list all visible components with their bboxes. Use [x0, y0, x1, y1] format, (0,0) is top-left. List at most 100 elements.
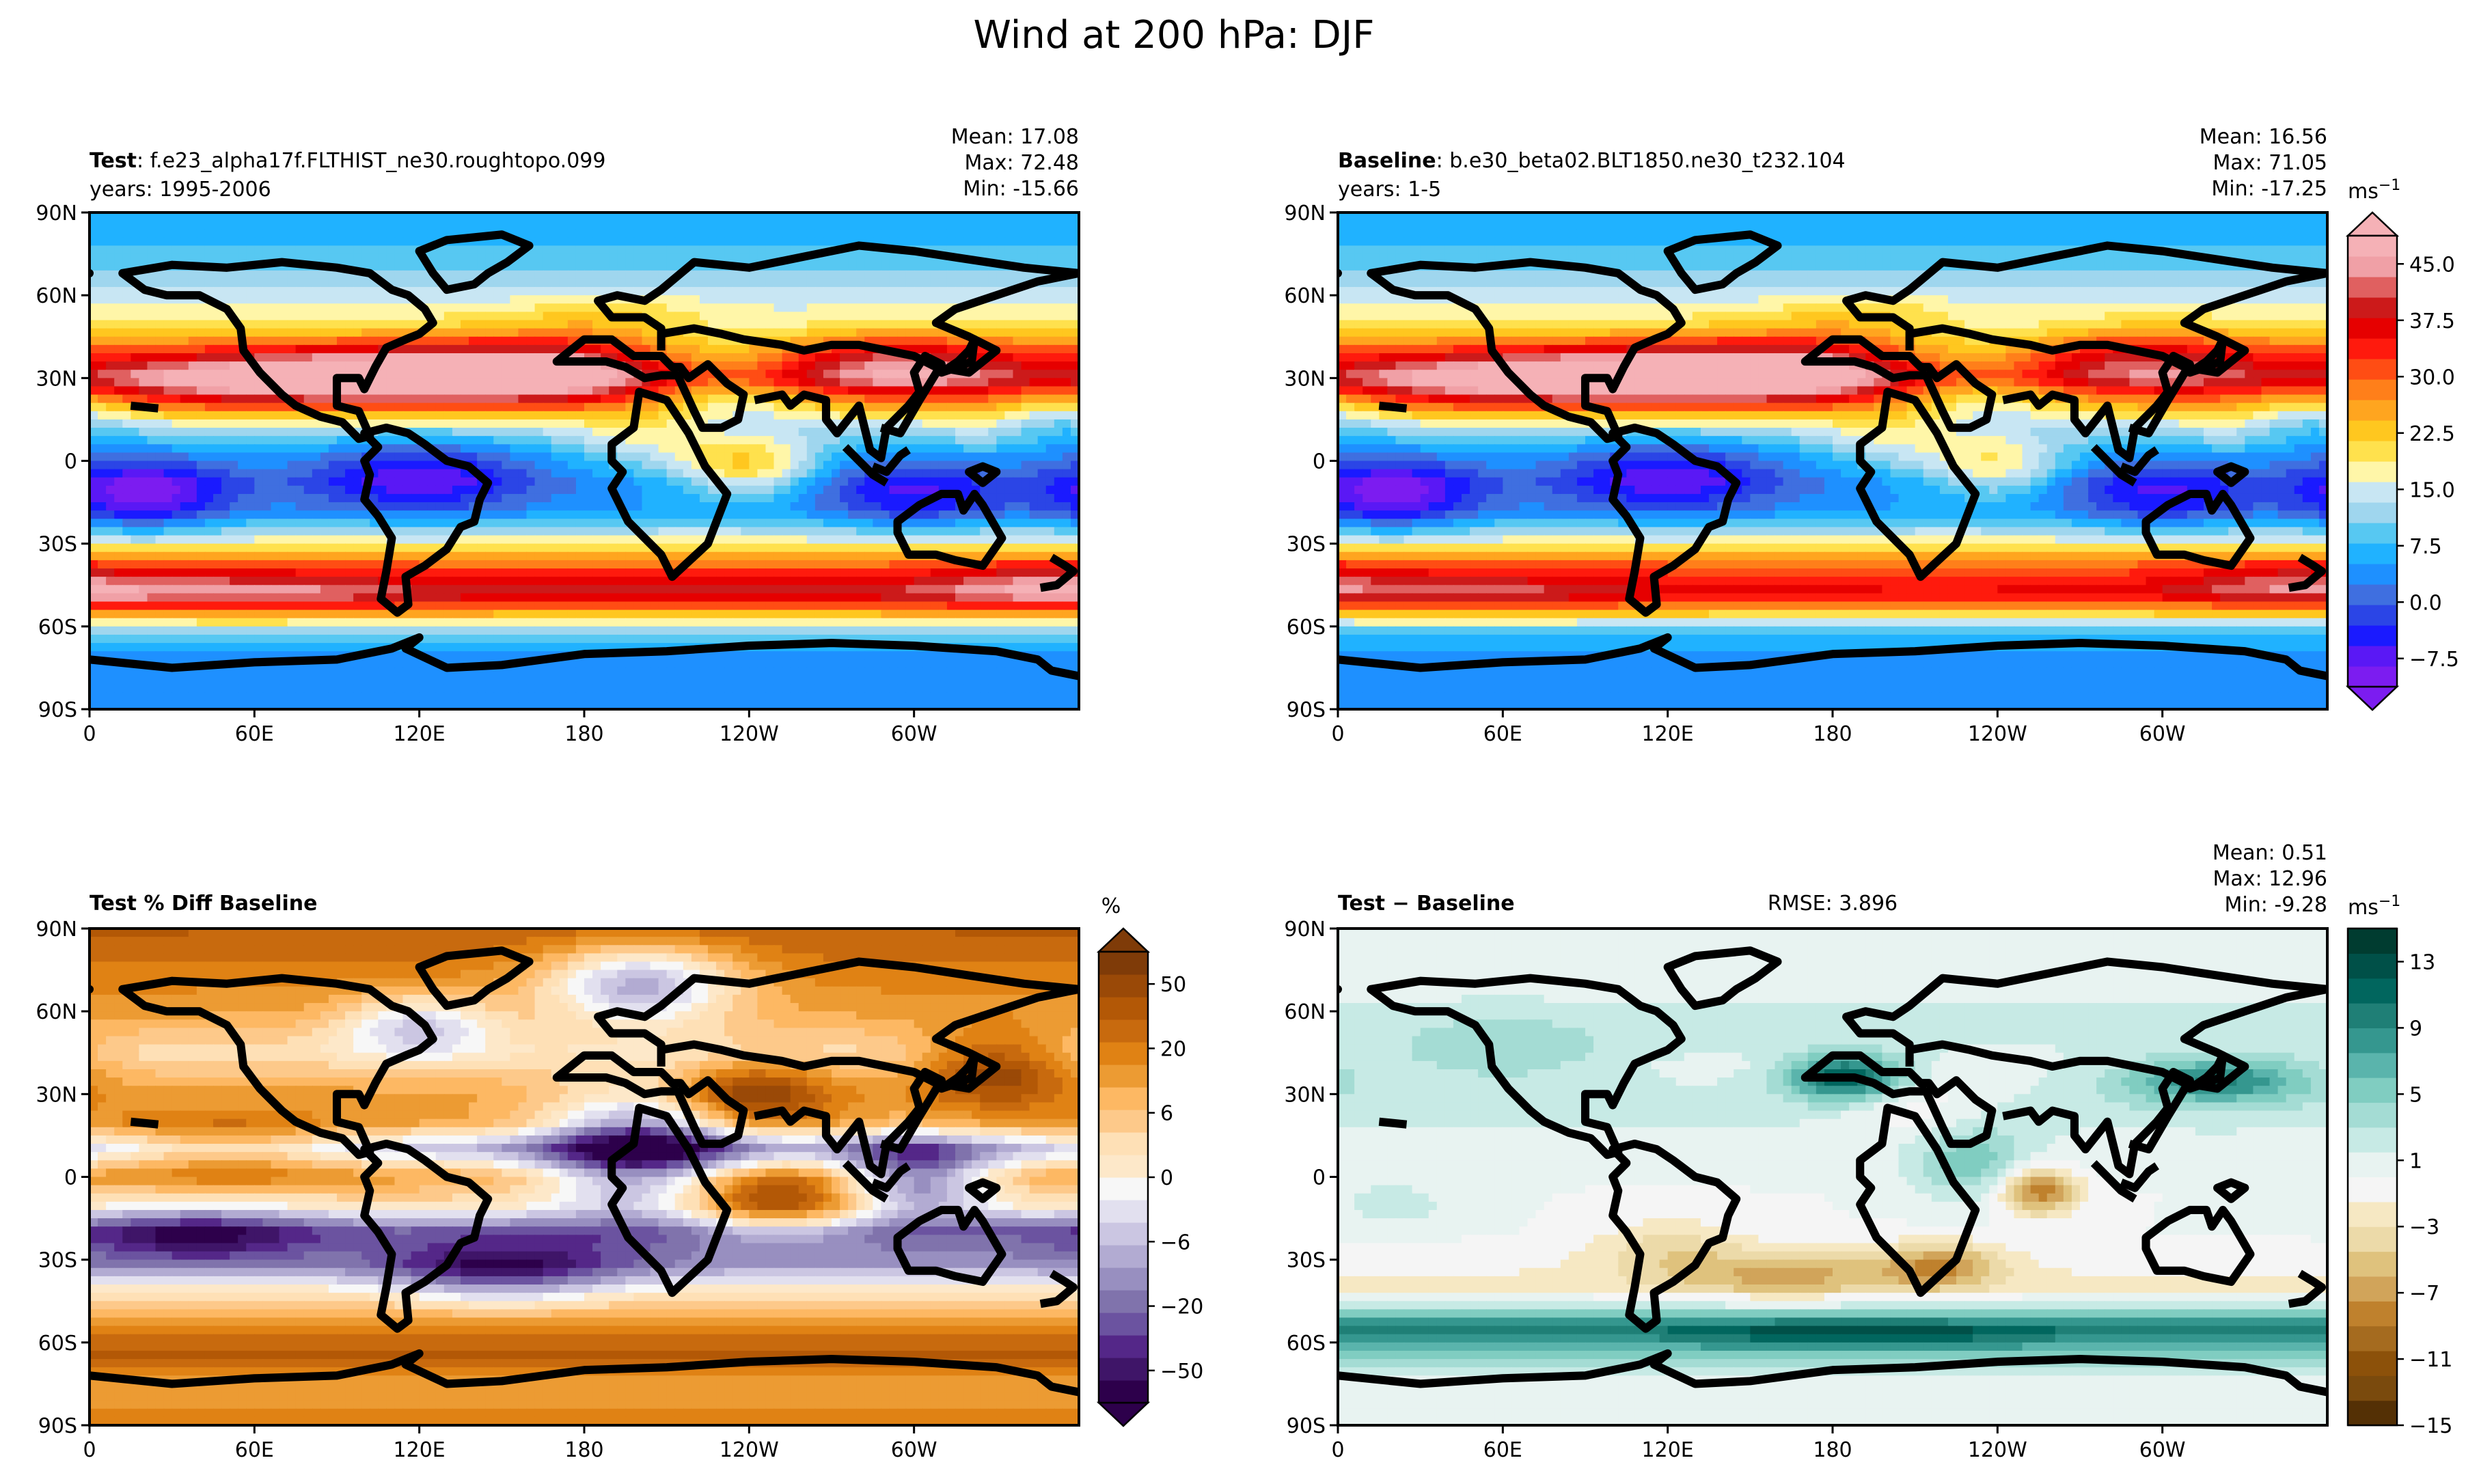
field-cell	[230, 493, 238, 503]
field-cell	[131, 221, 140, 230]
field-cell	[1004, 221, 1014, 230]
field-cell	[469, 477, 478, 486]
field-cell	[806, 402, 816, 412]
field-cell	[782, 320, 791, 329]
field-cell	[832, 444, 840, 454]
field-cell	[1037, 436, 1047, 445]
field-cell	[361, 394, 371, 404]
field-cell	[988, 245, 998, 255]
field-cell	[575, 245, 585, 255]
field-cell	[946, 295, 956, 305]
field-cell	[139, 370, 148, 379]
field-cell	[889, 543, 899, 553]
field-cell	[122, 535, 132, 545]
field-cell	[180, 411, 189, 420]
field-cell	[262, 543, 272, 553]
field-cell	[543, 344, 552, 354]
field-cell	[295, 336, 305, 346]
field-cell	[1004, 212, 1014, 221]
field-cell	[328, 312, 338, 321]
field-cell	[905, 303, 915, 313]
field-cell	[155, 378, 165, 387]
field-cell	[122, 428, 132, 437]
field-cell	[873, 303, 882, 313]
field-cell	[848, 436, 857, 445]
field-cell	[402, 452, 412, 462]
field-cell	[477, 551, 486, 561]
field-cell	[204, 519, 214, 528]
field-cell	[180, 245, 189, 255]
field-cell	[287, 543, 297, 553]
field-cell	[114, 353, 124, 362]
field-cell	[881, 386, 890, 396]
field-cell	[271, 320, 280, 329]
field-cell	[337, 510, 346, 520]
field-cell	[477, 419, 486, 428]
field-cell	[361, 320, 371, 329]
field-cell	[477, 212, 486, 221]
field-cell	[402, 402, 412, 412]
field-cell	[650, 344, 659, 354]
field-cell	[823, 535, 832, 545]
field-cell	[683, 295, 692, 305]
field-cell	[814, 543, 824, 553]
field-cell	[139, 527, 148, 536]
field-cell	[897, 328, 907, 338]
field-cell	[575, 461, 585, 470]
field-cell	[221, 212, 230, 221]
field-cell	[798, 402, 808, 412]
field-cell	[798, 270, 808, 279]
field-cell	[1062, 428, 1071, 437]
field-cell	[435, 312, 445, 321]
field-cell	[287, 444, 297, 454]
field-cell	[1029, 361, 1039, 371]
field-cell	[683, 245, 692, 255]
field-cell	[312, 543, 321, 553]
field-cell	[526, 519, 536, 528]
field-cell	[287, 361, 297, 371]
field-cell	[526, 402, 536, 412]
field-cell	[592, 278, 601, 288]
field-cell	[905, 278, 915, 288]
field-cell	[502, 436, 511, 445]
field-cell	[353, 328, 362, 338]
field-cell	[394, 493, 404, 503]
field-cell	[411, 519, 420, 528]
field-cell	[98, 221, 107, 230]
field-cell	[592, 485, 601, 495]
field-cell	[526, 378, 536, 387]
field-cell	[246, 502, 256, 511]
field-cell	[543, 245, 552, 255]
field-cell	[139, 551, 148, 561]
field-cell	[1004, 477, 1014, 486]
field-cell	[609, 378, 618, 387]
field-cell	[972, 428, 981, 437]
field-cell	[98, 303, 107, 313]
field-cell	[337, 543, 346, 553]
field-cell	[1013, 402, 1022, 412]
field-cell	[905, 237, 915, 247]
field-cell	[559, 237, 569, 247]
field-cell	[946, 237, 956, 247]
field-cell	[955, 320, 964, 329]
field-cell	[320, 378, 329, 387]
field-cell	[1054, 394, 1063, 404]
field-cell	[1062, 444, 1071, 454]
field-cell	[897, 461, 907, 470]
field-cell	[461, 543, 469, 553]
field-cell	[320, 245, 329, 255]
field-cell	[419, 361, 428, 371]
field-cell	[361, 221, 371, 230]
field-cell	[1070, 336, 1079, 346]
field-cell	[147, 428, 156, 437]
field-cell	[806, 328, 816, 338]
field-cell	[592, 419, 601, 428]
field-cell	[650, 237, 659, 247]
field-cell	[757, 543, 767, 553]
field-cell	[469, 543, 478, 553]
field-cell	[559, 221, 569, 230]
field-cell	[502, 428, 511, 437]
field-cell	[567, 295, 577, 305]
field-cell	[674, 444, 684, 454]
field-cell	[411, 485, 420, 495]
